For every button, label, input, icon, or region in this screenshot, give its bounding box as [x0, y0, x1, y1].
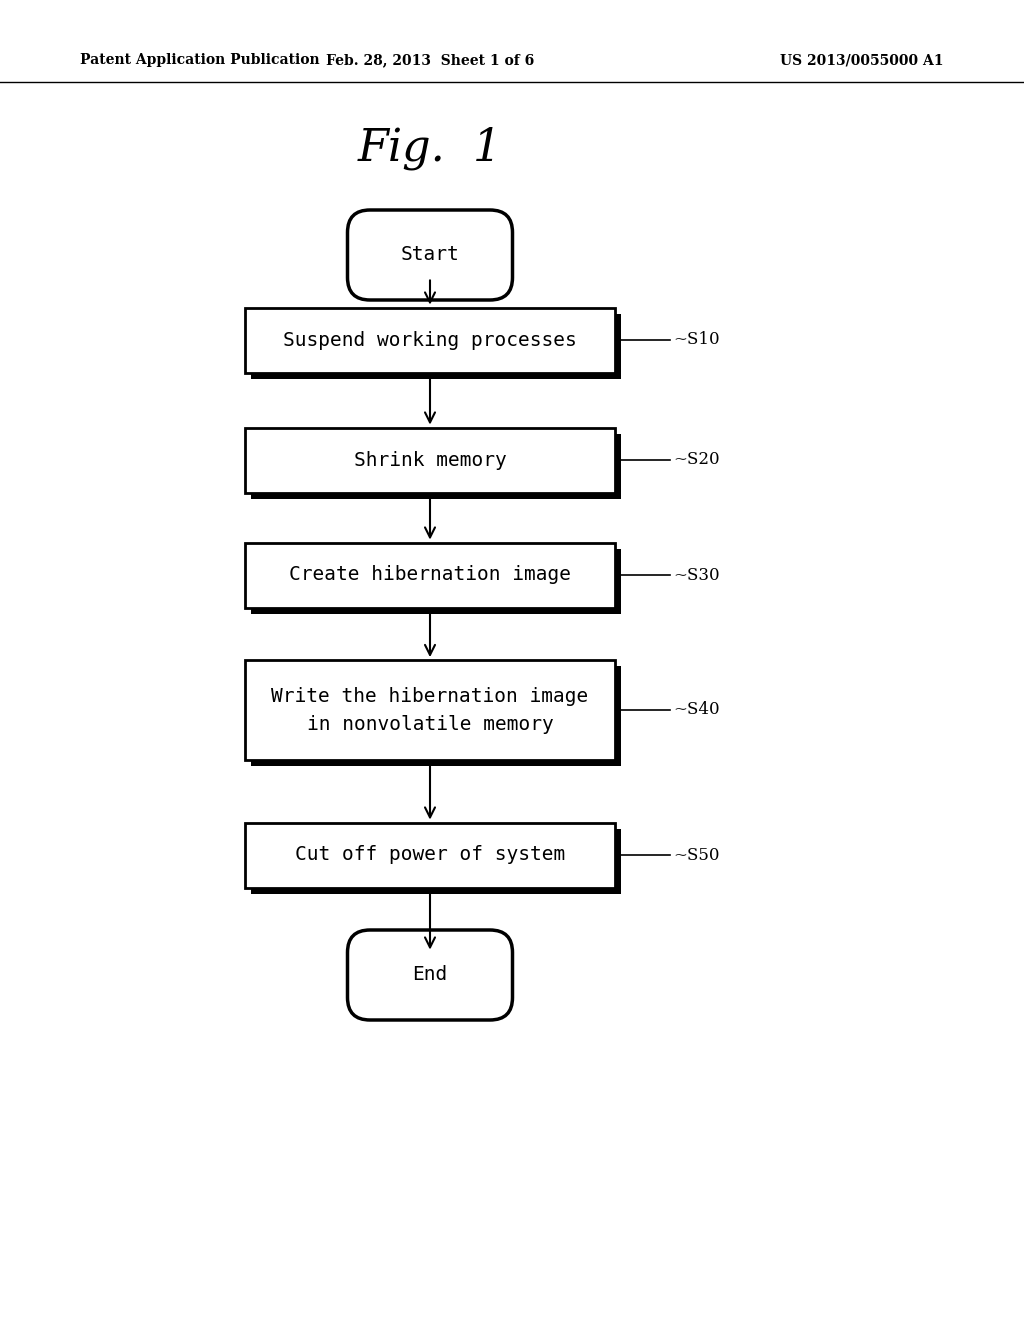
Text: ~S40: ~S40: [673, 701, 720, 718]
Bar: [251, 829, 621, 894]
Text: ~S50: ~S50: [673, 846, 720, 863]
Text: ~S20: ~S20: [673, 451, 720, 469]
Text: Cut off power of system: Cut off power of system: [295, 846, 565, 865]
Text: Suspend working processes: Suspend working processes: [283, 330, 577, 350]
Text: ~S30: ~S30: [673, 566, 720, 583]
Text: Write the hibernation image
in nonvolatile memory: Write the hibernation image in nonvolati…: [271, 686, 589, 734]
Text: Start: Start: [400, 246, 460, 264]
Text: Patent Application Publication: Patent Application Publication: [80, 53, 319, 67]
Bar: [251, 667, 621, 766]
Bar: [245, 660, 615, 760]
Bar: [245, 543, 615, 607]
Bar: [245, 428, 615, 492]
Text: Feb. 28, 2013  Sheet 1 of 6: Feb. 28, 2013 Sheet 1 of 6: [326, 53, 535, 67]
Bar: [251, 433, 621, 499]
Text: Fig.  1: Fig. 1: [357, 127, 502, 170]
Text: ~S10: ~S10: [673, 331, 720, 348]
FancyBboxPatch shape: [347, 210, 512, 300]
Text: End: End: [413, 965, 447, 985]
Text: Create hibernation image: Create hibernation image: [289, 565, 571, 585]
Bar: [245, 822, 615, 887]
Bar: [245, 308, 615, 372]
Text: US 2013/0055000 A1: US 2013/0055000 A1: [780, 53, 943, 67]
Bar: [251, 549, 621, 614]
FancyBboxPatch shape: [347, 931, 512, 1020]
Text: Shrink memory: Shrink memory: [353, 450, 507, 470]
Bar: [251, 314, 621, 379]
